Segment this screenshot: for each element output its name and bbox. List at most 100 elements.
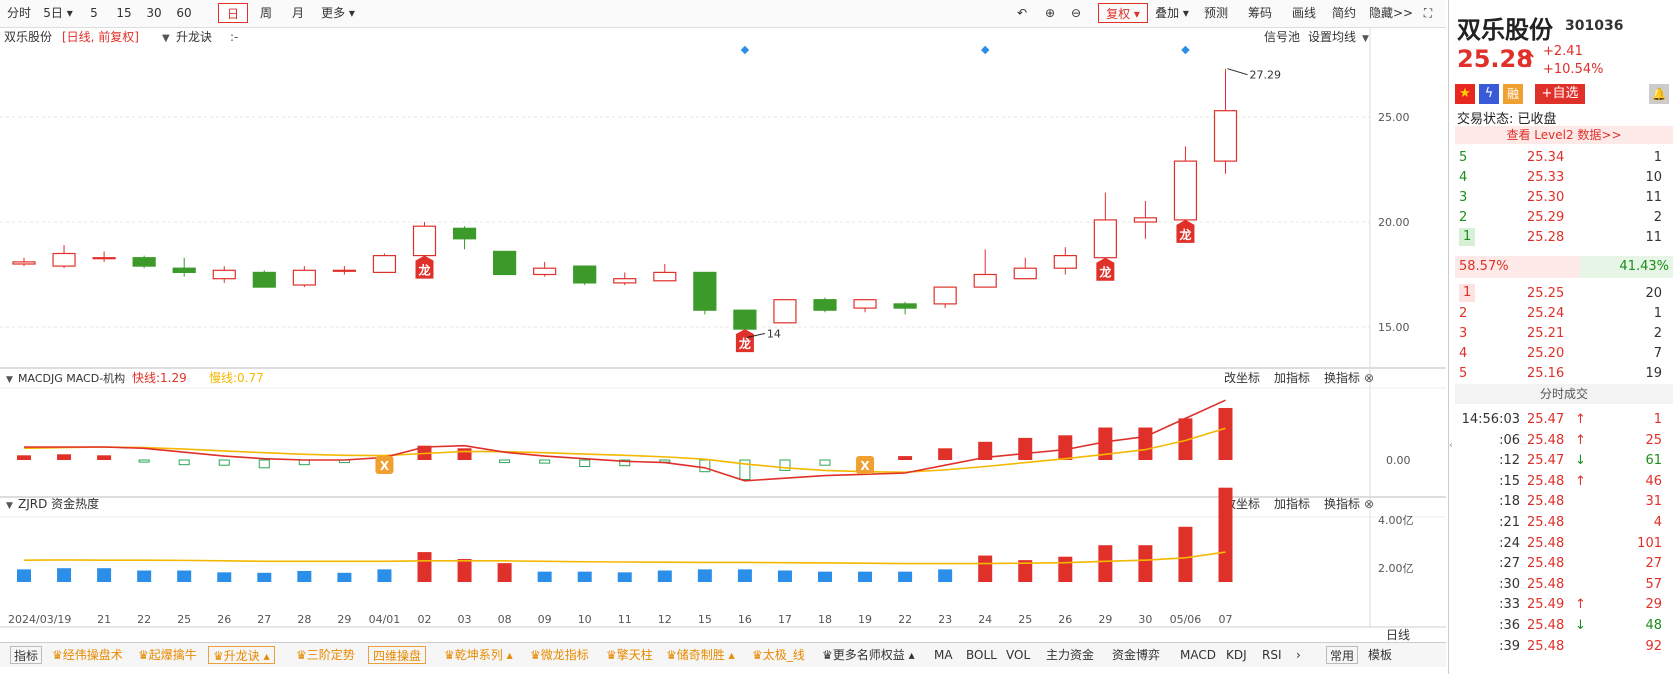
tab-common[interactable]: 常用 [1326, 646, 1359, 664]
period-intraday-button[interactable]: 分时 [6, 6, 31, 20]
stock-chart[interactable]: 双乐股份 [日线, 前复权] ▼ 升龙诀 :- 信号池 设置均线 ▼ 25.00… [0, 27, 1446, 642]
long-signal-marker[interactable]: 龙 [1176, 219, 1195, 243]
book-row[interactable]: 1 25.25 20 [1449, 282, 1677, 305]
period-30min-button[interactable]: 30 [146, 6, 162, 20]
china-flag-icon[interactable]: ★ [1455, 84, 1475, 104]
period-day-button[interactable]: 日 [218, 3, 248, 23]
fullscreen-icon[interactable]: ⛶ [1423, 6, 1433, 20]
macd-switch-indicator-link[interactable]: 换指标 [1324, 370, 1360, 385]
tab-shenglong[interactable]: ♛升龙诀 ▴ [208, 646, 275, 664]
tab-chuqi[interactable]: ♛储奇制胜 ▴ [666, 648, 735, 662]
undo-icon[interactable]: ↶ [1016, 6, 1028, 20]
macd-change-axis-link[interactable]: 改坐标 [1224, 371, 1260, 385]
candle[interactable] [452, 226, 477, 250]
period-more-dropdown[interactable]: 更多 ▾ [321, 6, 355, 20]
tab-macd[interactable]: MACD [1180, 648, 1216, 662]
period-15min-button[interactable]: 15 [116, 6, 132, 20]
candle[interactable] [1133, 201, 1158, 239]
lightning-icon[interactable]: ϟ [1479, 84, 1499, 104]
candle[interactable] [172, 257, 196, 277]
candle[interactable] [132, 255, 156, 269]
hide-panel-button[interactable]: 隐藏>> [1368, 6, 1414, 20]
candle[interactable] [773, 299, 797, 324]
period-60min-button[interactable]: 60 [176, 6, 192, 20]
collapse-icon[interactable]: ▼ [6, 501, 13, 511]
candle[interactable] [493, 250, 517, 276]
margin-trading-badge[interactable]: 融 [1503, 84, 1523, 104]
tab-funds-game[interactable]: 资金博弈 [1112, 648, 1161, 662]
chevron-right-icon[interactable]: › [1296, 648, 1301, 662]
candle[interactable] [893, 301, 917, 315]
candle[interactable] [973, 249, 997, 288]
book-row[interactable]: 3 25.30 11 [1449, 186, 1677, 209]
zjrd-add-indicator-link[interactable]: 加指标 [1274, 496, 1310, 511]
candle[interactable] [292, 266, 316, 288]
long-signal-marker[interactable]: 龙 [735, 329, 754, 353]
level2-link[interactable]: 查看 Level2 数据>> [1455, 126, 1673, 144]
signal-diamond-icon[interactable] [1181, 45, 1190, 55]
close-icon[interactable]: ⊗ [1364, 497, 1374, 511]
candle[interactable] [693, 271, 717, 315]
tab-qiankun[interactable]: ♛乾坤系列 ▴ [444, 648, 513, 662]
candle[interactable] [12, 257, 36, 267]
book-row[interactable]: 4 25.33 10 [1449, 166, 1677, 189]
draw-line-button[interactable]: 画线 [1291, 6, 1316, 20]
zoom-in-icon[interactable]: ⊕ [1044, 6, 1056, 20]
long-signal-marker[interactable]: 龙 [415, 255, 434, 279]
tab-weilong[interactable]: ♛微龙指标 [530, 648, 589, 662]
signal-diamond-icon[interactable] [740, 45, 750, 55]
candle[interactable] [332, 266, 356, 275]
indicator-name-label[interactable]: 升龙诀 [176, 30, 212, 44]
book-row[interactable]: 1 25.28 11 [1449, 226, 1677, 249]
tab-vol[interactable]: VOL [1006, 648, 1031, 662]
candle[interactable] [1173, 146, 1198, 227]
candle[interactable] [1013, 257, 1037, 280]
bell-icon[interactable]: 🔔 [1649, 84, 1669, 104]
candle[interactable] [533, 261, 557, 277]
tab-indicators[interactable]: 指标 [10, 646, 43, 664]
cross-signal-marker[interactable]: X [375, 456, 394, 474]
period-month-button[interactable]: 月 [291, 6, 304, 20]
long-signal-marker[interactable]: 龙 [1096, 257, 1115, 281]
candle[interactable] [933, 286, 957, 309]
macd-add-indicator-link[interactable]: 加指标 [1274, 370, 1310, 385]
caret-down-icon[interactable]: ▼ [1362, 34, 1369, 44]
forecast-button[interactable]: 预测 [1203, 6, 1228, 20]
tab-more-masters[interactable]: ♛更多名师权益 ▴ [822, 648, 915, 662]
candle[interactable] [853, 299, 877, 313]
candle[interactable] [1053, 247, 1077, 275]
tab-ma[interactable]: MA [934, 648, 953, 662]
tab-rsi[interactable]: RSI [1262, 648, 1282, 662]
collapse-icon[interactable]: ▼ [6, 375, 13, 385]
candle[interactable] [92, 251, 116, 262]
candle[interactable] [653, 264, 677, 282]
candle[interactable] [212, 266, 236, 283]
set-ma-link[interactable]: 设置均线 [1308, 30, 1356, 44]
rights-adjust-dropdown[interactable]: 复权 ▾ [1098, 3, 1148, 23]
candle[interactable] [613, 272, 637, 285]
candle[interactable] [52, 245, 76, 269]
book-row[interactable]: 4 25.20 7 [1449, 342, 1677, 365]
cross-signal-marker[interactable]: X [856, 456, 875, 474]
caret-down-icon[interactable]: ▼ [162, 33, 170, 44]
zoom-out-icon[interactable]: ⊖ [1070, 6, 1082, 20]
overlay-dropdown[interactable]: 叠加 ▾ [1155, 6, 1189, 20]
tab-siwei[interactable]: 四维操盘 [368, 646, 427, 664]
tab-qibao[interactable]: ♛起爆擒牛 [138, 648, 197, 662]
tab-sanjie[interactable]: ♛三阶定势 [296, 648, 355, 662]
chips-button[interactable]: 筹码 [1247, 6, 1272, 20]
book-row[interactable]: 5 25.16 19 [1449, 362, 1677, 385]
period-5day-dropdown[interactable]: 5日 ▾ [43, 6, 73, 20]
tab-boll[interactable]: BOLL [966, 648, 997, 662]
zjrd-change-axis-link[interactable]: 改坐标 [1224, 497, 1260, 511]
book-row[interactable]: 2 25.24 1 [1449, 302, 1677, 325]
zjrd-switch-indicator-link[interactable]: 换指标 [1324, 496, 1360, 511]
period-5min-button[interactable]: 5 [90, 6, 98, 20]
book-row[interactable]: 5 25.34 1 [1449, 146, 1677, 169]
period-week-button[interactable]: 周 [259, 6, 272, 20]
candle[interactable] [1213, 68, 1238, 174]
signal-diamond-icon[interactable] [980, 45, 990, 55]
simple-mode-button[interactable]: 简约 [1331, 6, 1356, 20]
book-row[interactable]: 2 25.29 2 [1449, 206, 1677, 229]
book-row[interactable]: 3 25.21 2 [1449, 322, 1677, 345]
